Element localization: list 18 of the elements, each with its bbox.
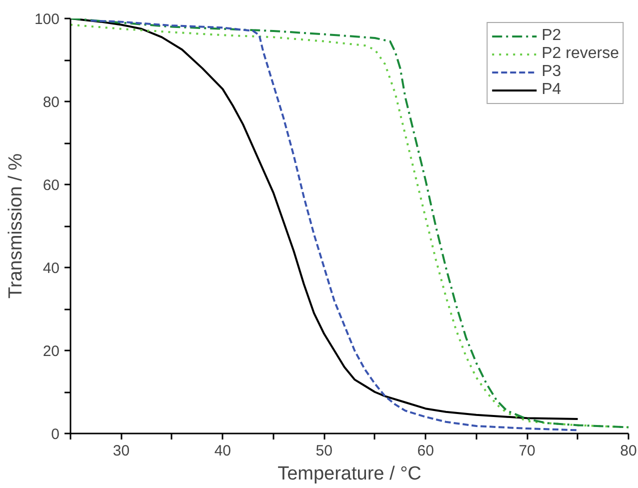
legend-label: P2 — [542, 27, 562, 45]
x-tick-label: 70 — [518, 442, 536, 460]
legend-label: P3 — [542, 63, 562, 81]
x-axis-title: Temperature / °C — [278, 464, 422, 484]
y-tick-label: 100 — [34, 11, 60, 28]
y-tick-label: 60 — [42, 177, 60, 194]
legend-label: P2 reverse — [542, 45, 619, 63]
legend-label: P4 — [542, 81, 562, 99]
x-tick-label: 40 — [214, 442, 232, 460]
x-tick-label: 30 — [112, 442, 130, 460]
y-tick-label: 0 — [51, 426, 60, 443]
x-tick-label: 50 — [316, 442, 332, 460]
y-axis-title: Transmission / % — [5, 153, 26, 298]
x-tick-label: 80 — [620, 442, 637, 460]
x-tick-label: 60 — [417, 442, 434, 460]
y-tick-label: 80 — [42, 94, 60, 111]
y-tick-label: 20 — [42, 343, 60, 360]
y-tick-label: 40 — [42, 260, 60, 277]
